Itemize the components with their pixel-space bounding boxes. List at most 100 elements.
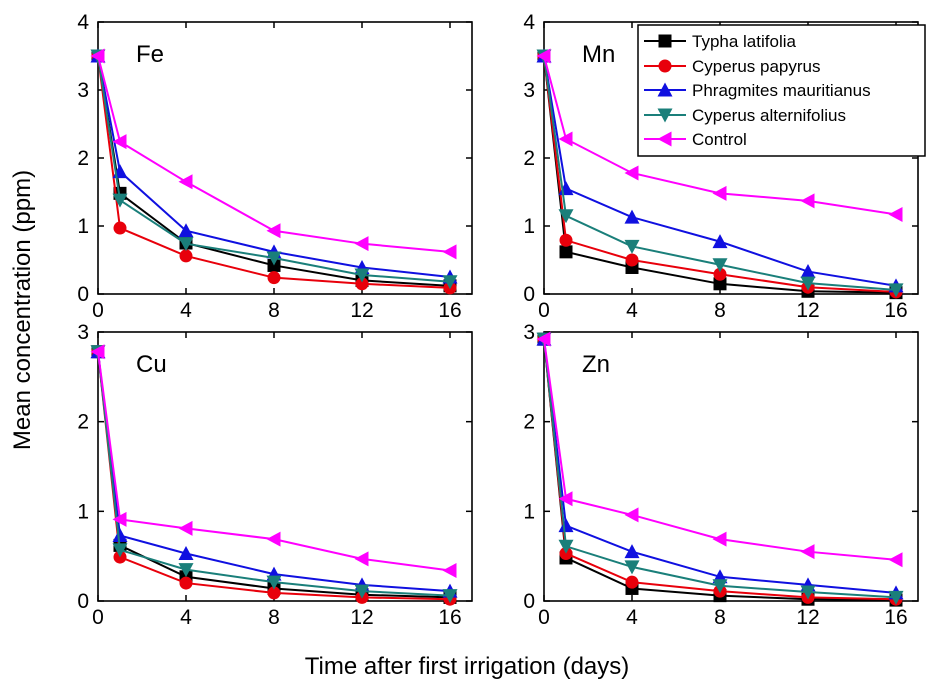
y-tick-label: 4	[523, 11, 535, 34]
series-line	[543, 339, 897, 594]
x-tick-label: 16	[438, 299, 461, 322]
data-point	[112, 134, 127, 150]
data-point	[354, 268, 370, 283]
x-tick-label: 16	[438, 606, 461, 629]
series-line	[543, 339, 897, 561]
data-point	[178, 545, 194, 560]
series-line	[97, 351, 451, 599]
data-point	[624, 209, 640, 224]
legend-label-cyperus-alternifolius: Cyperus alternifolius	[692, 106, 846, 125]
legend-entry-cyperus-papyrus: Cyperus papyrus	[644, 57, 821, 76]
y-tick-label: 2	[523, 147, 535, 170]
y-tick-label: 1	[523, 215, 535, 238]
series-line	[97, 55, 451, 253]
legend-marker-shape	[657, 82, 673, 97]
x-tick-label: 4	[180, 299, 192, 322]
data-point	[442, 244, 457, 260]
data-point	[800, 585, 816, 600]
x-tick-label: 8	[268, 606, 280, 629]
data-point	[712, 258, 728, 273]
data-point	[354, 584, 370, 599]
data-point	[712, 234, 728, 249]
data-point	[624, 560, 640, 575]
y-tick-label: 3	[523, 321, 535, 344]
data-point	[354, 551, 369, 567]
series-control	[536, 331, 903, 568]
y-tick-label: 0	[77, 590, 89, 613]
data-point	[112, 543, 128, 558]
data-point	[90, 344, 105, 360]
series-control	[90, 48, 457, 260]
legend-marker-shape	[657, 108, 673, 123]
data-point	[112, 193, 128, 208]
data-point	[266, 531, 281, 547]
legend-entry-phragmites: Phragmites mauritianus	[644, 81, 871, 100]
data-point	[800, 544, 815, 560]
data-point	[625, 253, 639, 267]
legend-label-phragmites: Phragmites mauritianus	[692, 81, 871, 100]
data-point	[112, 511, 127, 527]
data-point	[558, 518, 574, 533]
data-point	[178, 520, 193, 536]
data-point	[558, 539, 574, 554]
data-point	[179, 576, 193, 590]
data-point	[559, 233, 573, 247]
panel-label: Cu	[136, 351, 167, 378]
legend-marker-typha	[658, 34, 672, 48]
panel-label: Mn	[582, 41, 615, 68]
y-axis-title: Mean concentration (ppm)	[9, 170, 36, 450]
x-tick-label: 4	[180, 606, 192, 629]
series-phragmites-mauritianus	[90, 344, 458, 598]
series-line	[97, 55, 451, 283]
x-tick-label: 0	[538, 606, 550, 629]
data-point	[888, 283, 904, 298]
data-point	[267, 586, 281, 600]
x-tick-label: 16	[884, 299, 907, 322]
x-tick-label: 8	[714, 606, 726, 629]
legend-marker-phragmites	[657, 82, 673, 97]
x-tick-label: 16	[884, 606, 907, 629]
data-point	[536, 331, 551, 347]
y-tick-label: 0	[523, 590, 535, 613]
data-point	[442, 275, 458, 290]
plot-frame	[543, 331, 919, 602]
series-line	[97, 351, 451, 593]
data-point	[267, 271, 281, 285]
legend-marker-shape	[657, 131, 672, 147]
data-point	[712, 579, 728, 594]
y-tick-label: 0	[77, 283, 89, 306]
data-point	[800, 193, 815, 209]
panel-label: Fe	[136, 41, 164, 68]
series-line	[97, 351, 451, 597]
x-tick-label: 0	[538, 299, 550, 322]
legend-entry-cyperus-alternifolius: Cyperus alternifolius	[644, 106, 846, 125]
data-point	[558, 131, 573, 147]
series-line	[543, 339, 897, 599]
y-tick-label: 4	[77, 11, 89, 34]
data-point	[179, 249, 193, 263]
data-point	[712, 531, 727, 547]
series-control	[90, 344, 457, 579]
y-tick-label: 0	[523, 283, 535, 306]
data-point	[800, 276, 816, 291]
series-cyperus-alternifolius	[536, 49, 904, 298]
data-point	[112, 528, 128, 543]
data-point	[800, 264, 816, 279]
data-point	[888, 552, 903, 568]
series-line	[543, 55, 897, 294]
data-point	[355, 277, 369, 291]
x-tick-label: 12	[350, 606, 373, 629]
data-point	[888, 590, 904, 605]
x-tick-label: 4	[626, 606, 638, 629]
legend-label-typha: Typha latifolia	[692, 32, 796, 51]
y-tick-label: 3	[77, 79, 89, 102]
data-point	[442, 563, 457, 579]
data-point	[266, 575, 282, 590]
series-cyperus-alternifolius	[536, 332, 904, 605]
data-point	[354, 236, 369, 252]
x-tick-label: 4	[626, 299, 638, 322]
data-point	[713, 277, 727, 291]
